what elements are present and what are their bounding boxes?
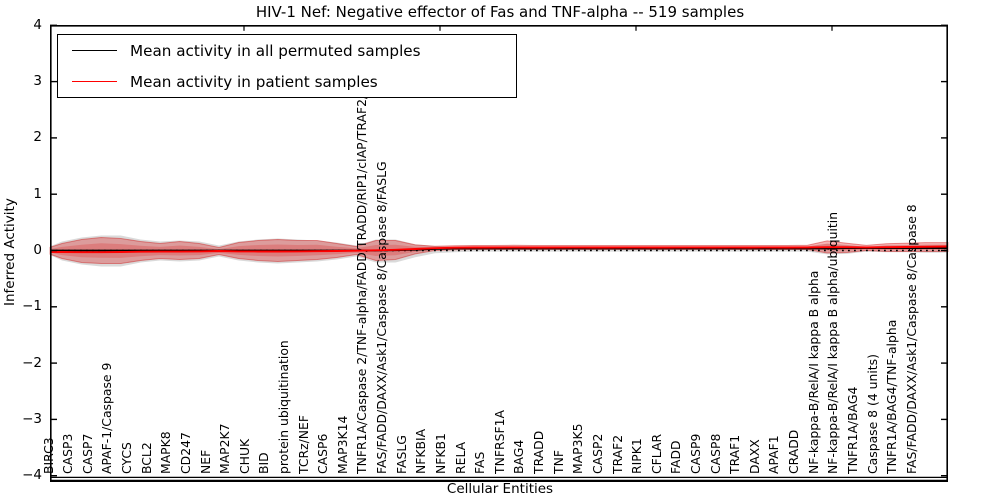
- legend-entry-permuted: Mean activity in all permuted samples: [58, 36, 516, 66]
- x-tick-label: BIRC3: [40, 437, 56, 474]
- x-tick-label: MAP3K14: [334, 415, 350, 474]
- x-tick-label: TRAF1: [727, 434, 743, 474]
- chart-title: HIV-1 Nef: Negative effector of Fas and …: [255, 3, 745, 21]
- x-tick-label: CASP7: [79, 433, 95, 474]
- x-axis-label: Cellular Entities: [446, 481, 554, 497]
- x-tick-label: NF-kappa-B/RelA/I kappa B alpha: [805, 270, 821, 474]
- legend-label: Mean activity in all permuted samples: [130, 41, 421, 60]
- y-tick-label: 0: [33, 242, 42, 258]
- x-tick-label: TRADD: [531, 430, 546, 474]
- x-tick-label: TNFRSF1A: [491, 410, 507, 474]
- x-tick-label: BAG4: [511, 439, 527, 474]
- x-tick-label: CYCS: [119, 442, 134, 474]
- x-tick-label: BID: [256, 452, 272, 474]
- x-tick-label: TNFR1A/BAG4: [844, 386, 860, 474]
- y-tick-label: −3: [22, 410, 42, 427]
- x-tick-label: CASP3: [60, 433, 76, 474]
- y-tick-label: 3: [33, 73, 42, 90]
- x-tick-label: RIPK1: [629, 438, 645, 474]
- x-tick-label: FAS/FADD/DAXX/Ask1/Caspase 8/Caspase 8: [903, 204, 919, 474]
- x-tick-label: TNF: [550, 450, 566, 474]
- x-tick-label: TCRz/NEF: [295, 414, 311, 474]
- x-tick-label: DAXX: [746, 439, 762, 474]
- x-tick-label: CFLAR: [648, 433, 664, 474]
- permuted-line-sample-icon: [72, 50, 117, 51]
- y-tick-label: 1: [33, 185, 42, 202]
- legend-label: Mean activity in patient samples: [130, 72, 378, 91]
- x-tick-label: MAP2K7: [217, 423, 233, 474]
- x-tick-label: NEF: [197, 449, 213, 474]
- x-tick-label: FADD: [668, 440, 684, 474]
- x-tick-label: TNFR1A/BAG4/TNF-alpha: [884, 319, 900, 474]
- x-tick-label: NF-kappa-B/RelA/I kappa B alpha/ubiquiti…: [825, 211, 841, 474]
- x-tick-label: MAP3K5: [570, 423, 586, 474]
- x-tick-label: Caspase 8 (4 units): [864, 354, 880, 474]
- x-tick-label: BCL2: [138, 442, 154, 474]
- x-tick-label: NFKB1: [432, 433, 448, 474]
- x-tick-label: CHUK: [236, 438, 252, 474]
- x-tick-label: TNFR1A/Caspase 2/TNF-alpha/FADD/TRADD/RI…: [354, 55, 370, 474]
- x-tick-label: FAS: [472, 451, 488, 474]
- legend: Mean activity in all permuted samples Me…: [57, 34, 517, 98]
- x-tick-label: CASP9: [688, 433, 703, 474]
- x-tick-label: FAS/FADD/DAXX/Ask1/Caspase 8/Caspase 8/F…: [374, 161, 389, 474]
- x-tick-label: CASP2: [589, 433, 605, 474]
- y-tick-label: −1: [22, 298, 42, 315]
- x-tick-label: APAF-1/Caspase 9: [99, 362, 115, 474]
- y-tick-label: 2: [33, 129, 42, 146]
- x-tick-label: CRADD: [786, 429, 802, 474]
- y-tick-label: 4: [33, 16, 42, 33]
- x-tick-label: TRAF2: [609, 434, 625, 474]
- x-tick-label: APAF1: [766, 435, 782, 474]
- x-tick-label: CASP6: [315, 433, 331, 474]
- patient-line-sample-icon: [72, 81, 117, 82]
- y-tick-label: −4: [22, 467, 42, 484]
- x-tick-label: RELA: [452, 441, 468, 474]
- x-tick-label: MAPK8: [158, 431, 174, 474]
- legend-entry-patient: Mean activity in patient samples: [58, 67, 516, 97]
- x-tick-label: FASLG: [393, 435, 409, 474]
- x-tick-label: NFKBIA: [413, 428, 429, 474]
- x-tick-label: CD247: [177, 432, 193, 474]
- x-tick-label: CASP8: [707, 433, 723, 474]
- x-tick-label: protein ubiquitination: [275, 340, 291, 474]
- y-tick-label: −2: [22, 354, 42, 371]
